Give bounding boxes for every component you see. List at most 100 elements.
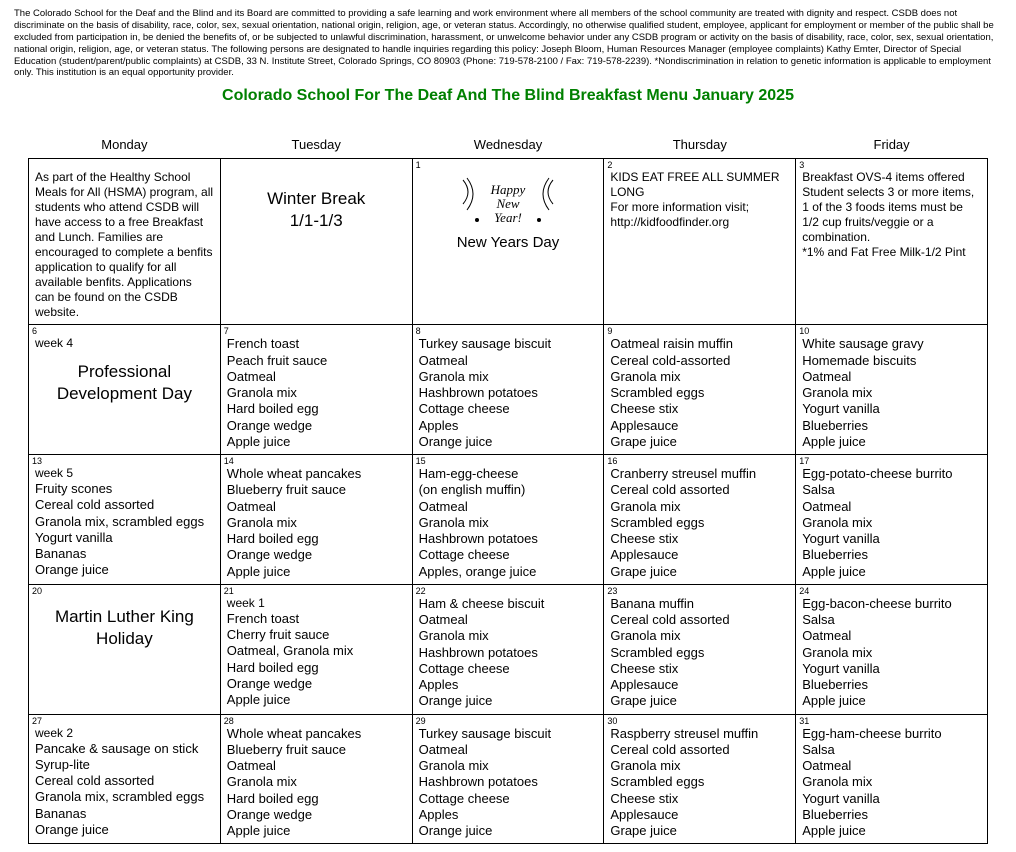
calendar-cell: 28Whole wheat pancakesBlueberry fruit sa… (220, 714, 412, 844)
menu-item: Orange juice (419, 434, 598, 450)
calendar-cell: 30Raspberry streusel muffinCereal cold a… (604, 714, 796, 844)
menu-item: Granola mix (419, 628, 598, 644)
menu-item: Student selects 3 or more items, 1 of th… (802, 185, 981, 245)
day-number: 29 (413, 715, 604, 726)
menu-item: Oatmeal (802, 369, 981, 385)
calendar-cell: 1HappyNewYear!New Years Day (412, 159, 604, 325)
menu-item: Ham-egg-cheese (419, 466, 598, 482)
menu-item: Whole wheat pancakes (227, 466, 406, 482)
menu-item: Blueberries (802, 418, 981, 434)
day-number: 22 (413, 585, 604, 596)
menu-item: Hard boiled egg (227, 401, 406, 417)
menu-item: Granola mix (227, 385, 406, 401)
day-number: 23 (604, 585, 795, 596)
svg-text:Year!: Year! (494, 210, 522, 225)
calendar-cell: 6week 4ProfessionalDevelopment Day (29, 325, 221, 455)
calendar-cell: 2KIDS EAT FREE ALL SUMMER LONGFor more i… (604, 159, 796, 325)
week-label: week 2 (35, 726, 214, 741)
menu-item: Hard boiled egg (227, 531, 406, 547)
day-number: 14 (221, 455, 412, 466)
menu-item: Granola mix (610, 628, 789, 644)
menu-item: Yogurt vanilla (802, 531, 981, 547)
menu-item: Applesauce (610, 807, 789, 823)
day-number: 15 (413, 455, 604, 466)
day-number: 17 (796, 455, 987, 466)
page-title: Colorado School For The Deaf And The Bli… (14, 87, 1002, 105)
menu-item: Cottage cheese (419, 791, 598, 807)
menu-item: Cherry fruit sauce (227, 627, 406, 643)
menu-item: Turkey sausage biscuit (419, 336, 598, 352)
menu-item: (on english muffin) (419, 482, 598, 498)
day-number: 7 (221, 325, 412, 336)
calendar-cell: 21week 1French toastCherry fruit sauceOa… (220, 584, 412, 714)
day-number: 24 (796, 585, 987, 596)
new-years-graphic: HappyNewYear!New Years Day (419, 172, 598, 253)
menu-item: Granola mix (227, 774, 406, 790)
menu-item: Apple juice (802, 693, 981, 709)
menu-item: Scrambled eggs (610, 515, 789, 531)
menu-item: Yogurt vanilla (802, 401, 981, 417)
menu-item: Salsa (802, 742, 981, 758)
menu-item: Oatmeal (227, 499, 406, 515)
menu-item: Granola mix, scrambled eggs (35, 789, 214, 805)
svg-text:New: New (495, 196, 519, 211)
menu-item: Cereal cold assorted (610, 742, 789, 758)
day-number (29, 159, 220, 170)
menu-item: Grape juice (610, 434, 789, 450)
menu-item: Oatmeal (802, 628, 981, 644)
menu-item: Apple juice (227, 564, 406, 580)
week-label: week 1 (227, 596, 406, 611)
menu-item: Cranberry streusel muffin (610, 466, 789, 482)
menu-item: Egg-potato-cheese burrito (802, 466, 981, 482)
menu-item: Oatmeal (802, 499, 981, 515)
calendar-cell: Winter Break1/1-1/3 (220, 159, 412, 325)
menu-item: Blueberries (802, 677, 981, 693)
week-label: week 5 (35, 466, 214, 481)
menu-item: Hashbrown potatoes (419, 774, 598, 790)
calendar-cell: 17Egg-potato-cheese burritoSalsaOatmealG… (796, 455, 988, 585)
menu-item: Granola mix, scrambled eggs (35, 514, 214, 530)
menu-item: Egg-ham-cheese burrito (802, 726, 981, 742)
menu-item: Hashbrown potatoes (419, 531, 598, 547)
calendar-cell: 10White sausage gravyHomemade biscuitsOa… (796, 325, 988, 455)
menu-item: Salsa (802, 612, 981, 628)
day-number: 21 (221, 585, 412, 596)
menu-item: Scrambled eggs (610, 774, 789, 790)
new-years-label: New Years Day (419, 234, 598, 253)
menu-item: Yogurt vanilla (802, 791, 981, 807)
day-number: 30 (604, 715, 795, 726)
menu-item: Orange juice (419, 693, 598, 709)
menu-item: Pancake & sausage on stick (35, 741, 214, 757)
menu-item: Hashbrown potatoes (419, 385, 598, 401)
calendar-cell: 15Ham-egg-cheese(on english muffin)Oatme… (412, 455, 604, 585)
weekday-header: Thursday (604, 133, 796, 159)
day-number: 1 (413, 159, 604, 170)
menu-item: Oatmeal (802, 758, 981, 774)
menu-item: Granola mix (610, 499, 789, 515)
menu-item: Granola mix (802, 385, 981, 401)
day-number: 9 (604, 325, 795, 336)
menu-item: Applesauce (610, 418, 789, 434)
menu-item: Peach fruit sauce (227, 353, 406, 369)
menu-item: Cheese stix (610, 531, 789, 547)
calendar-cell: 8Turkey sausage biscuitOatmealGranola mi… (412, 325, 604, 455)
menu-item: Cereal cold assorted (35, 773, 214, 789)
menu-item: Syrup-lite (35, 757, 214, 773)
menu-item: Ham & cheese biscuit (419, 596, 598, 612)
menu-item: Apples, orange juice (419, 564, 598, 580)
menu-item: Cottage cheese (419, 661, 598, 677)
menu-item: Orange wedge (227, 547, 406, 563)
menu-item: Oatmeal (419, 742, 598, 758)
day-number: 27 (29, 715, 220, 726)
menu-item: Scrambled eggs (610, 645, 789, 661)
menu-item: Orange juice (35, 562, 214, 578)
calendar-cell: 14Whole wheat pancakesBlueberry fruit sa… (220, 455, 412, 585)
menu-item: Oatmeal (419, 612, 598, 628)
menu-item: As part of the Healthy School Meals for … (35, 170, 214, 320)
menu-item: *1% and Fat Free Milk-1/2 Pint (802, 245, 981, 260)
menu-item: Oatmeal (227, 369, 406, 385)
calendar-cell: 9Oatmeal raisin muffinCereal cold-assort… (604, 325, 796, 455)
menu-item: Cheese stix (610, 661, 789, 677)
menu-item: French toast (227, 336, 406, 352)
calendar-cell: 23Banana muffinCereal cold assortedGrano… (604, 584, 796, 714)
